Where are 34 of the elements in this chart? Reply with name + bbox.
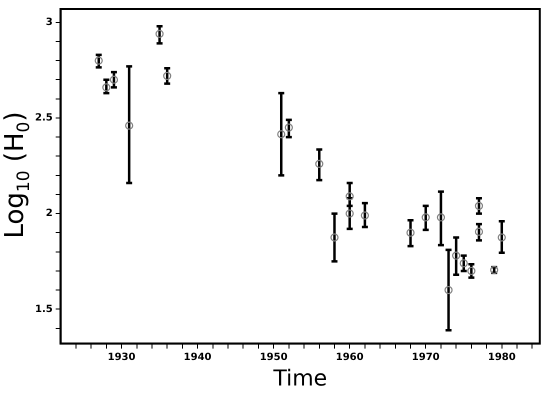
point <box>444 286 453 294</box>
point <box>163 72 172 80</box>
y-tick-label: 1.5 <box>34 304 53 315</box>
x-tick-label: 1960 <box>336 352 364 364</box>
point <box>360 211 369 220</box>
point <box>125 122 134 130</box>
point <box>467 266 476 276</box>
x-tick-label: 1940 <box>184 352 212 364</box>
point <box>498 233 506 242</box>
point <box>346 209 354 218</box>
point <box>315 160 324 168</box>
point <box>94 56 103 65</box>
point <box>460 259 468 268</box>
point <box>284 123 293 132</box>
point <box>346 192 354 200</box>
x-axis-title: Time <box>272 366 328 392</box>
x-tick-label: 1970 <box>412 352 440 364</box>
point <box>422 213 430 222</box>
point <box>277 130 286 138</box>
x-tick-label: 1980 <box>488 352 516 364</box>
point <box>110 76 118 84</box>
point <box>102 83 110 92</box>
x-tick-label: 1950 <box>260 352 288 364</box>
point <box>406 228 415 237</box>
y-tick-label: 2.5 <box>34 112 53 124</box>
point <box>474 202 484 210</box>
point <box>330 233 339 242</box>
point <box>155 30 164 38</box>
y-tick-label: 3 <box>46 16 53 28</box>
y-tick-label: 2 <box>46 208 53 220</box>
point <box>436 213 446 222</box>
x-tick-label: 1930 <box>108 352 136 364</box>
point <box>452 252 460 260</box>
point <box>474 228 484 236</box>
